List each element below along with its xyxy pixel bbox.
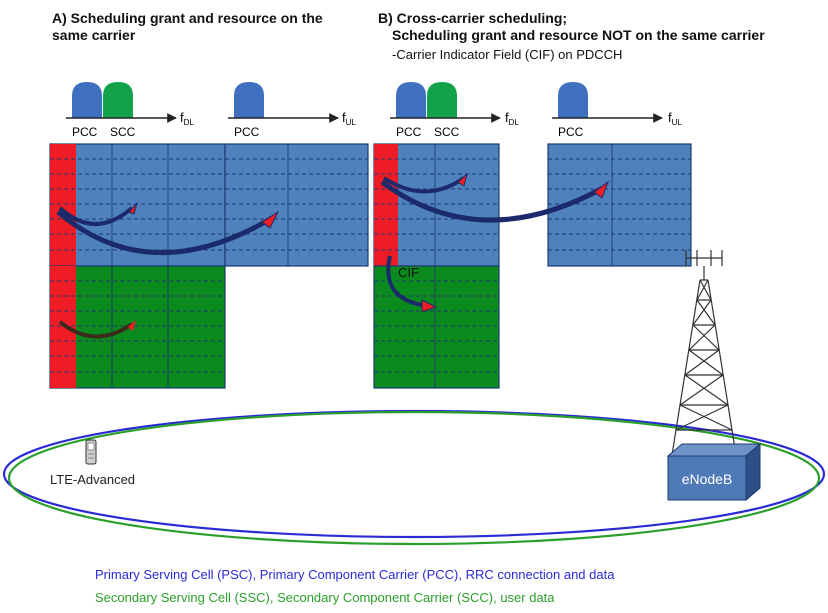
scc-carrier-hump (103, 82, 133, 118)
grid-b-dl-scc (373, 265, 500, 389)
pcc-carrier-hump (396, 82, 426, 118)
pcc-label: PCC (396, 125, 422, 139)
section-b-title-line1: B) Cross-carrier scheduling; (378, 10, 568, 26)
pdcch-control-region (374, 144, 398, 266)
section-b-title: B) Cross-carrier scheduling; Scheduling … (378, 10, 765, 44)
section-a-title-line1: A) Scheduling grant and resource on the (52, 10, 323, 26)
pcc-label: PCC (72, 125, 98, 139)
cell-tower-icon (671, 250, 737, 456)
f-ul-label: fUL (342, 110, 356, 127)
grant-arrow-scc-dl (58, 320, 134, 339)
pcc-carrier-hump (72, 82, 102, 118)
section-b-title-line2: Scheduling grant and resource NOT on the… (392, 27, 765, 43)
cif-cross-carrier-arrow (386, 255, 429, 308)
cif-label: CIF (398, 265, 419, 280)
grant-arrow-pcc-ul (56, 210, 274, 255)
secondary-serving-cell-ellipse (7, 410, 821, 546)
grant-arrow-pcc-dl (382, 176, 466, 194)
scc-label: SCC (434, 125, 460, 139)
spectrum-a-dl: PCC SCC fDL (66, 82, 194, 139)
scc-carrier-hump (427, 82, 457, 118)
spectrum-a-ul: PCC fUL (228, 82, 356, 139)
pcc-label: PCC (558, 125, 584, 139)
grid-b-ul-pcc (547, 143, 692, 267)
lte-device-icon (85, 439, 97, 465)
grant-arrow-pcc-ul (380, 179, 605, 223)
enodeb-box (666, 442, 762, 502)
scc-label: SCC (110, 125, 136, 139)
pcc-label: PCC (234, 125, 260, 139)
spectrum-b-dl: PCC SCC fDL (390, 82, 519, 139)
grid-a-dl-scc (49, 265, 226, 389)
section-b-subtitle: -Carrier Indicator Field (CIF) on PDCCH (392, 47, 623, 62)
legend-primary: Primary Serving Cell (PSC), Primary Comp… (95, 567, 615, 582)
pcc-carrier-hump (558, 82, 588, 118)
grid-a-ul-pcc (224, 143, 369, 267)
grant-arrow-pcc-dl (58, 206, 134, 226)
pcc-carrier-hump (234, 82, 264, 118)
f-ul-label: fUL (668, 110, 682, 127)
section-a-title: A) Scheduling grant and resource on the … (52, 10, 323, 44)
pdcch-control-region (50, 266, 76, 388)
lte-advanced-label: LTE-Advanced (50, 472, 135, 487)
grid-b-dl-pcc (373, 143, 500, 267)
enodeb-label: eNodeB (682, 471, 733, 487)
section-a-title-line2: same carrier (52, 27, 136, 43)
f-dl-label: fDL (505, 110, 519, 127)
spectrum-b-ul: PCC fUL (552, 82, 682, 139)
f-dl-label: fDL (180, 110, 194, 127)
pdcch-control-region (50, 144, 76, 266)
legend-secondary: Secondary Serving Cell (SSC), Secondary … (95, 590, 555, 605)
